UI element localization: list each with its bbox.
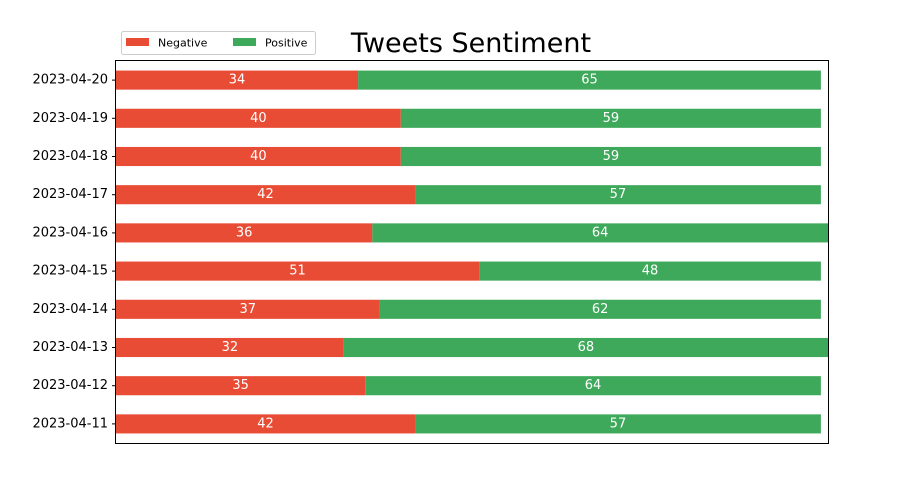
bar-value-label: 42 [257, 416, 274, 431]
bar-positive [372, 223, 828, 243]
bar-value-label: 37 [239, 302, 256, 317]
legend-swatch-positive [233, 38, 256, 46]
bar-negative [116, 146, 401, 167]
bar-negative [116, 223, 373, 243]
bar-value-label: 40 [250, 111, 267, 126]
legend: Negative Positive [121, 31, 316, 55]
bar-negative [116, 185, 416, 205]
y-tick-label: 2023-04-14 [32, 302, 108, 317]
bar-negative [116, 414, 416, 434]
bar-positive [343, 337, 828, 358]
bar-value-label: 48 [642, 264, 659, 279]
bar-negative [116, 376, 366, 396]
bar-negative [116, 337, 344, 358]
y-tick-label: 2023-04-11 [32, 416, 108, 431]
bar-positive [358, 70, 821, 90]
legend-label-positive: Positive [265, 37, 308, 50]
y-tick-label: 2023-04-16 [32, 225, 108, 240]
bar-negative [116, 261, 480, 281]
bar-value-label: 62 [592, 302, 609, 317]
bar-value-label: 51 [289, 264, 306, 279]
bar-positive [400, 108, 821, 128]
y-tick-label: 2023-04-12 [32, 378, 108, 393]
y-tick-label: 2023-04-19 [32, 111, 108, 126]
y-tick-label: 2023-04-13 [32, 340, 108, 355]
bar-value-label: 65 [581, 73, 598, 88]
bar-value-label: 35 [232, 378, 249, 393]
bar-positive [479, 261, 821, 281]
bar-value-label: 68 [578, 340, 595, 355]
y-tick-label: 2023-04-20 [32, 73, 108, 88]
bar-value-label: 59 [603, 149, 620, 164]
y-tick-label: 2023-04-17 [32, 187, 108, 202]
bar-value-label: 42 [257, 187, 274, 202]
plot-area: 2023-04-20 34 65 2023-04-19 40 59 2023-04-18 40… [32, 70, 828, 434]
bar-positive [415, 414, 821, 434]
bar-value-label: 57 [610, 187, 627, 202]
bar-negative [116, 299, 380, 319]
bar-negative [116, 108, 401, 128]
bar-value-label: 32 [222, 340, 239, 355]
bar-value-label: 36 [236, 225, 253, 240]
bar-value-label: 40 [250, 149, 267, 164]
legend-label-negative: Negative [158, 37, 208, 50]
y-tick-label: 2023-04-15 [32, 264, 108, 279]
legend-box [121, 31, 316, 55]
bar-negative [116, 70, 359, 90]
bar-value-label: 64 [585, 378, 602, 393]
bar-positive [365, 376, 821, 396]
plot-frame [115, 60, 829, 444]
bar-value-label: 57 [610, 416, 627, 431]
chart-title: Tweets Sentiment [350, 28, 591, 59]
legend-swatch-negative [126, 38, 149, 46]
bar-positive [400, 146, 821, 167]
bar-value-label: 59 [603, 111, 620, 126]
bar-value-label: 64 [592, 225, 609, 240]
bar-positive [379, 299, 821, 319]
bar-positive [415, 185, 821, 205]
bar-value-label: 34 [229, 73, 246, 88]
y-tick-label: 2023-04-18 [32, 149, 108, 164]
